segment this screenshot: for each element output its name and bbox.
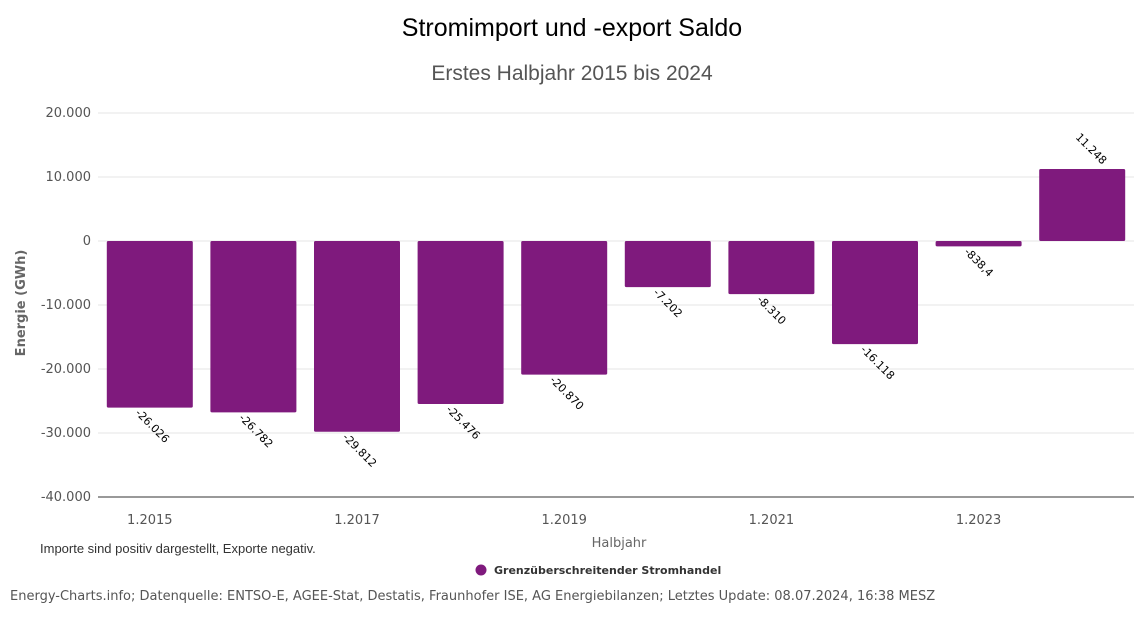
x-axis-ticks: 1.2015 1.2017 1.2019 1.2021 1.2023 xyxy=(127,513,1001,528)
data-label: -838,4 xyxy=(961,245,995,279)
y-tick-label: 20.000 xyxy=(46,106,92,121)
bar-1.2024[interactable] xyxy=(1039,169,1126,241)
data-label: -20.870 xyxy=(547,373,586,412)
data-label: -26.026 xyxy=(133,406,172,445)
x-axis-title: Halbjahr xyxy=(592,536,647,551)
x-tick-label: 1.2015 xyxy=(127,513,173,528)
bar-1.2017[interactable] xyxy=(314,241,400,432)
bars xyxy=(106,169,1126,432)
y-tick-label: 10.000 xyxy=(46,170,92,185)
legend-marker xyxy=(475,564,487,576)
chart-note: Importe sind positiv dargestellt, Export… xyxy=(40,541,316,556)
legend-label: Grenzüberschreitender Stromhandel xyxy=(494,564,721,577)
bar-1.2022[interactable] xyxy=(832,241,918,345)
data-label: -8.310 xyxy=(754,293,788,327)
bar-1.2015[interactable] xyxy=(106,241,193,408)
y-tick-label: -10.000 xyxy=(41,298,91,313)
y-axis-ticks: 20.000 10.000 0 -10.000 -20.000 -30.000 -40.00… xyxy=(41,106,91,505)
x-tick-label: 1.2023 xyxy=(956,513,1002,528)
chart-subtitle: Erstes Halbjahr 2015 bis 2024 xyxy=(431,62,713,85)
bar-1.2021[interactable] xyxy=(728,241,815,295)
legend[interactable]: Grenzüberschreitender Stromhandel xyxy=(475,564,722,577)
credits[interactable]: Energy-Charts.info; Datenquelle: ENTSO-E… xyxy=(10,589,935,604)
chart-title: Stromimport und -export Saldo xyxy=(402,14,742,42)
x-tick-label: 1.2019 xyxy=(541,513,587,528)
bar-1.2019[interactable] xyxy=(521,241,608,375)
data-label: -7.202 xyxy=(651,286,685,320)
x-tick-label: 1.2021 xyxy=(749,513,795,528)
y-tick-label: -20.000 xyxy=(41,362,91,377)
bar-1.2016[interactable] xyxy=(210,241,297,413)
bar-1.2020[interactable] xyxy=(624,241,711,288)
x-tick-label: 1.2017 xyxy=(334,513,380,528)
y-tick-label: -30.000 xyxy=(41,426,91,441)
bar-1.2018[interactable] xyxy=(417,241,504,405)
data-label: -29.812 xyxy=(340,431,379,470)
data-label: -25.476 xyxy=(443,403,482,442)
y-tick-label: 0 xyxy=(83,234,91,249)
bar-1.2023[interactable] xyxy=(935,241,1022,247)
data-label: -16.118 xyxy=(858,343,897,382)
y-axis-title: Energie (GWh) xyxy=(14,250,29,357)
data-label: 11.248 xyxy=(1073,131,1109,167)
data-label: -26.782 xyxy=(236,411,275,450)
y-tick-label: -40.000 xyxy=(41,490,91,505)
